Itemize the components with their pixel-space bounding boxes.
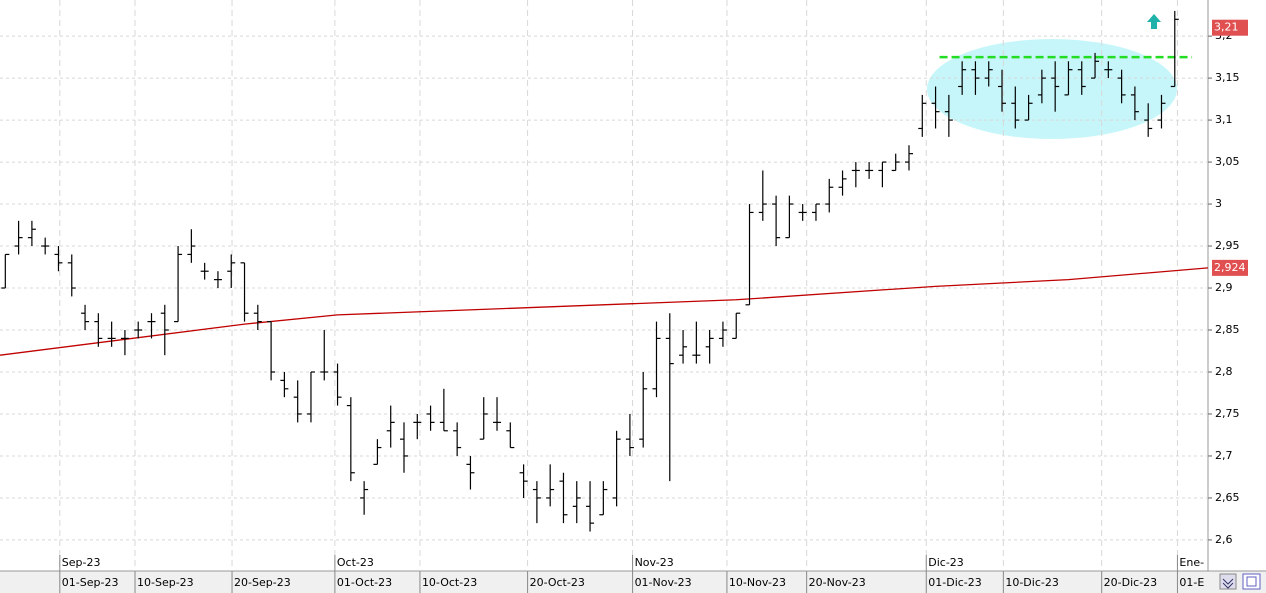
y-tick-label: 2,6 [1215, 533, 1233, 546]
price-label: 2,924 [1214, 261, 1246, 274]
x-tick-label: 01-Oct-23 [337, 576, 392, 589]
x-tick-label: 20-Dic-23 [1104, 576, 1158, 589]
save-icon [1246, 576, 1257, 587]
y-tick-label: 2,9 [1215, 281, 1233, 294]
x-tick-label: 01-Sep-23 [62, 576, 119, 589]
x-tick-label: 20-Oct-23 [530, 576, 585, 589]
x-tick-label: 01-E [1179, 576, 1204, 589]
x-tick-label: 20-Nov-23 [809, 576, 866, 589]
y-tick-label: 2,75 [1215, 407, 1240, 420]
month-tick-label: Ene- [1179, 556, 1204, 569]
y-tick-label: 2,85 [1215, 323, 1240, 336]
moving-average [0, 267, 1209, 356]
y-tick-label: 3 [1215, 197, 1222, 210]
x-tick-label: 10-Oct-23 [422, 576, 477, 589]
highlight-ellipse [927, 39, 1177, 139]
price-label-box [1212, 19, 1248, 36]
x-tick-label: 01-Nov-23 [635, 576, 692, 589]
x-tick-label: 20-Sep-23 [234, 576, 291, 589]
month-tick-label: Sep-23 [62, 556, 101, 569]
save-button[interactable] [1242, 573, 1261, 590]
month-tick-label: Dic-23 [928, 556, 964, 569]
price-label-box [1212, 259, 1248, 276]
y-tick-label: 2,8 [1215, 365, 1233, 378]
scroll-button[interactable] [1219, 573, 1237, 590]
month-tick-label: Oct-23 [337, 556, 374, 569]
y-tick-label: 3,1 [1215, 113, 1233, 126]
y-tick-label: 3,15 [1215, 71, 1240, 84]
up-arrow-icon [1147, 14, 1161, 29]
y-tick-label: 3,05 [1215, 155, 1240, 168]
month-tick-label: Nov-23 [635, 556, 674, 569]
x-tick-label: 10-Nov-23 [729, 576, 786, 589]
y-tick-label: 2,65 [1215, 491, 1240, 504]
price-label: 3,21 [1214, 21, 1239, 34]
x-tick-label: 01-Dic-23 [928, 576, 982, 589]
x-tick-label: 10-Sep-23 [137, 576, 194, 589]
y-tick-label: 2,95 [1215, 239, 1240, 252]
y-tick-label: 2,7 [1215, 449, 1233, 462]
x-tick-label: 10-Dic-23 [1005, 576, 1059, 589]
scroll-icon [1222, 578, 1234, 589]
